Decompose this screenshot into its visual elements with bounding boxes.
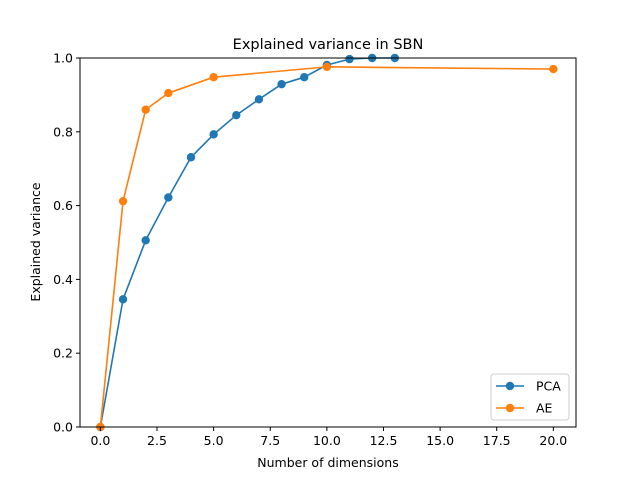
y-axis: 0.0 0.2 0.4 0.6 0.8 1.0 [53, 51, 80, 435]
ae-data-point [209, 72, 218, 82]
x-tick-label: 2.5 [147, 433, 167, 448]
y-tick-label: 1.0 [53, 51, 73, 66]
y-tick-label: 0.0 [53, 420, 73, 435]
x-axis: 0.0 2.5 5.0 7.5 10.0 12.5 15.0 17.5 20.0 [90, 427, 567, 448]
axes-frame [79, 57, 577, 428]
legend-marker-pca [505, 381, 515, 391]
x-tick-label: 7.5 [260, 433, 280, 448]
x-tick-label: 12.5 [370, 433, 398, 448]
pca-data-point [186, 153, 196, 162]
x-tick-label: 20.0 [539, 433, 567, 448]
ae-data-point [549, 64, 558, 74]
plot-area [96, 53, 558, 432]
legend-marker-ae [505, 403, 515, 413]
pca-data-point [277, 79, 286, 89]
series-layer [96, 53, 558, 432]
y-tick-label: 0.8 [53, 124, 73, 139]
pca-data-point [209, 130, 218, 139]
y-axis-label: Explained variance [28, 182, 43, 301]
legend: PCA AE [490, 373, 570, 421]
ae-data-point [141, 105, 150, 114]
ae-data-point [322, 62, 332, 72]
y-tick-label: 0.6 [53, 198, 73, 213]
x-axis-label: Number of dimensions [257, 455, 398, 470]
y-tick-label: 0.2 [53, 346, 73, 361]
pca-data-point [254, 95, 264, 104]
pca-data-point [118, 295, 128, 304]
pca-data-point [300, 72, 309, 82]
x-tick-label: 5.0 [204, 433, 224, 448]
x-tick-label: 17.5 [483, 433, 511, 448]
legend-label-ae: AE [536, 401, 553, 416]
chart-title: Explained variance in SBN [233, 37, 424, 53]
pca-data-point [164, 193, 173, 202]
pca-data-point [345, 54, 354, 64]
y-tick-label: 0.4 [53, 272, 73, 287]
legend-label-pca: PCA [536, 379, 561, 394]
x-tick-label: 10.0 [313, 433, 341, 448]
x-tick-label: 0.0 [90, 433, 110, 448]
ae-data-point [164, 88, 173, 98]
x-tick-label: 15.0 [426, 433, 454, 448]
pca-data-point [232, 110, 241, 120]
pca-data-point [141, 236, 150, 245]
ae-data-point [118, 196, 128, 206]
